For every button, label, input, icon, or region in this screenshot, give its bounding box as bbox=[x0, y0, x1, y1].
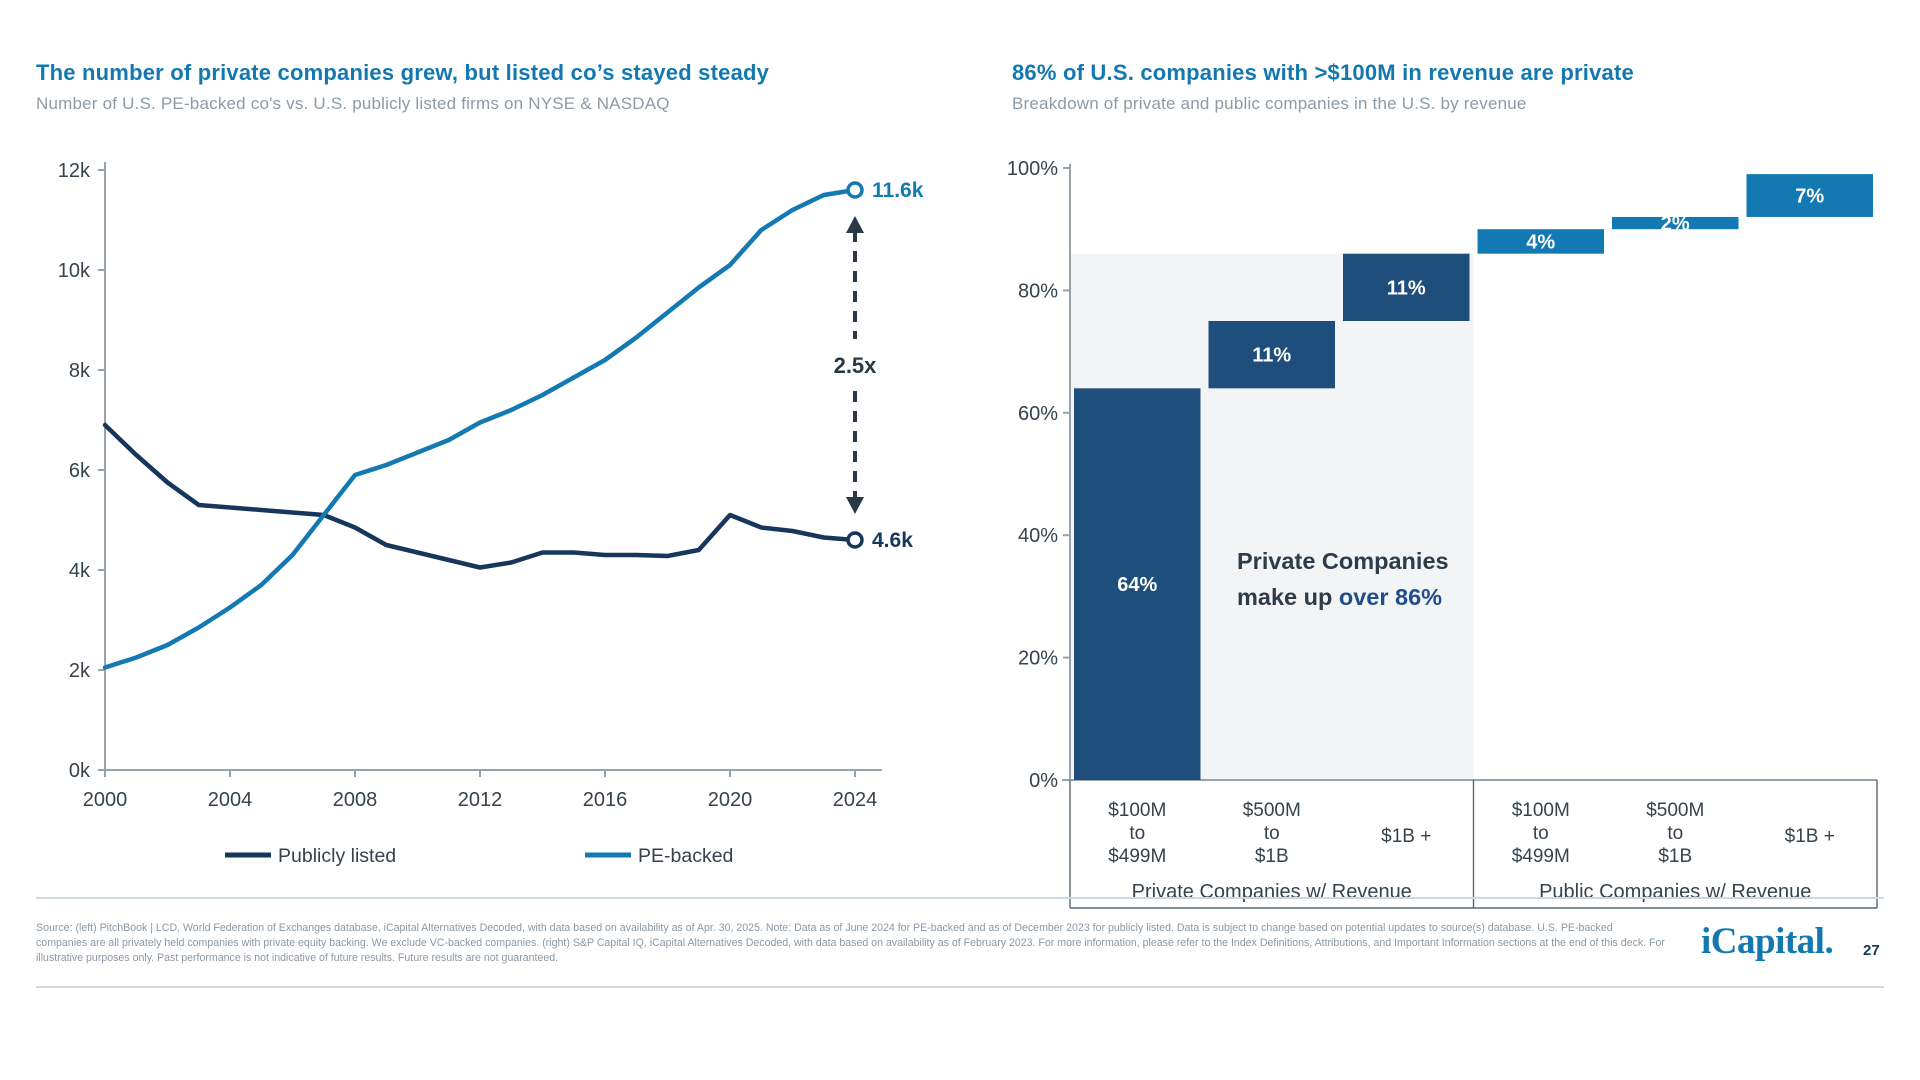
waterfall-bar bbox=[1477, 229, 1604, 254]
bar-value-label: 11% bbox=[1387, 277, 1426, 299]
arrowhead-down-icon bbox=[846, 497, 864, 514]
waterfall-bar bbox=[1343, 253, 1470, 321]
waterfall-bar bbox=[1208, 321, 1335, 389]
publicly-listed-line bbox=[102, 422, 858, 570]
x-tick-label: 2024 bbox=[833, 789, 878, 811]
bar-value-label: 4% bbox=[1526, 231, 1555, 253]
y-tick-label: 60% bbox=[1018, 403, 1058, 425]
legend-label: Publicly listed bbox=[278, 845, 396, 867]
icapital-logo: iCapital. bbox=[1701, 921, 1834, 962]
bar-value-label: 11% bbox=[1252, 345, 1291, 367]
y-tick-label: 12k bbox=[58, 160, 91, 182]
y-tick-label: 100% bbox=[1007, 158, 1058, 180]
category-label: $1B + bbox=[1785, 826, 1835, 847]
category-label: $500M bbox=[1646, 800, 1704, 821]
x-tick-label: 2004 bbox=[208, 789, 253, 811]
y-tick-label: 0k bbox=[69, 760, 91, 782]
category-label: $100M bbox=[1512, 800, 1570, 821]
group-label: Private Companies w/ Revenue bbox=[1132, 881, 1412, 903]
left-chart-title: The number of private companies grew, bu… bbox=[36, 60, 770, 85]
footer-divider-bottom bbox=[36, 986, 1884, 988]
y-tick-label: 4k bbox=[69, 560, 91, 582]
category-label: to bbox=[1667, 823, 1683, 844]
footer-divider-top bbox=[36, 897, 1884, 899]
category-label: to bbox=[1533, 823, 1549, 844]
category-label: $1B bbox=[1255, 846, 1289, 867]
series-end-label: 4.6k bbox=[872, 529, 913, 552]
category-label: $499M bbox=[1108, 846, 1166, 867]
legend-label: PE-backed bbox=[638, 845, 733, 867]
x-tick-label: 2012 bbox=[458, 789, 503, 811]
group-label: Public Companies w/ Revenue bbox=[1539, 881, 1811, 903]
x-tick-label: 2020 bbox=[708, 789, 753, 811]
highlight-text-line2: make up over 86% bbox=[1237, 584, 1442, 610]
series-end-marker bbox=[846, 181, 864, 199]
x-tick-label: 2016 bbox=[583, 789, 628, 811]
waterfall-bar bbox=[1746, 174, 1873, 217]
series-end-label: 11.6k bbox=[872, 179, 924, 202]
category-label: $1B bbox=[1658, 846, 1692, 867]
y-tick-label: 8k bbox=[69, 360, 91, 382]
y-tick-label: 40% bbox=[1018, 525, 1058, 547]
source-note: Source: (left) PitchBook | LCD, World Fe… bbox=[36, 922, 1665, 964]
arrowhead-up-icon bbox=[846, 216, 864, 233]
pe-vs-public-line-chart: 0k 2k 4k 6k 8k 10k 12k 2000 2004 2008 2012 2016 2020… bbox=[58, 160, 924, 867]
category-label: to bbox=[1129, 823, 1145, 844]
pe-backed-line bbox=[102, 187, 858, 670]
y-tick-label: 80% bbox=[1018, 280, 1058, 302]
highlight-text-line1: Private Companies bbox=[1237, 548, 1449, 574]
category-label: to bbox=[1264, 823, 1280, 844]
category-label: $100M bbox=[1108, 800, 1166, 821]
y-tick-label: 2k bbox=[69, 660, 91, 682]
right-chart-subtitle: Breakdown of private and public companie… bbox=[1012, 94, 1527, 113]
bar-value-label: 7% bbox=[1795, 186, 1824, 208]
waterfall-bar bbox=[1612, 216, 1739, 230]
x-tick-label: 2000 bbox=[83, 789, 128, 811]
bar-value-label: 2% bbox=[1661, 213, 1690, 235]
revenue-breakdown-waterfall-chart: 0% 20% 40% 60% 80% 100% 64% 11% 11% 4% 2% 7% Private… bbox=[1007, 158, 1878, 909]
category-label: $1B + bbox=[1381, 826, 1431, 847]
series-end-marker bbox=[846, 531, 864, 549]
y-tick-label: 10k bbox=[58, 260, 91, 282]
bar-value-label: 64% bbox=[1117, 574, 1157, 596]
x-tick-label: 2008 bbox=[333, 789, 378, 811]
y-tick-label: 20% bbox=[1018, 648, 1058, 670]
right-chart-title: 86% of U.S. companies with >$100M in rev… bbox=[1012, 60, 1634, 85]
y-tick-label: 0% bbox=[1029, 770, 1058, 792]
y-tick-label: 6k bbox=[69, 460, 91, 482]
waterfall-bar bbox=[1074, 388, 1201, 780]
category-label: $500M bbox=[1243, 800, 1301, 821]
left-chart-subtitle: Number of U.S. PE-backed co's vs. U.S. p… bbox=[36, 94, 670, 113]
category-label: $499M bbox=[1512, 846, 1570, 867]
page-number: 27 bbox=[1863, 942, 1880, 959]
growth-multiple-label: 2.5x bbox=[834, 353, 878, 378]
